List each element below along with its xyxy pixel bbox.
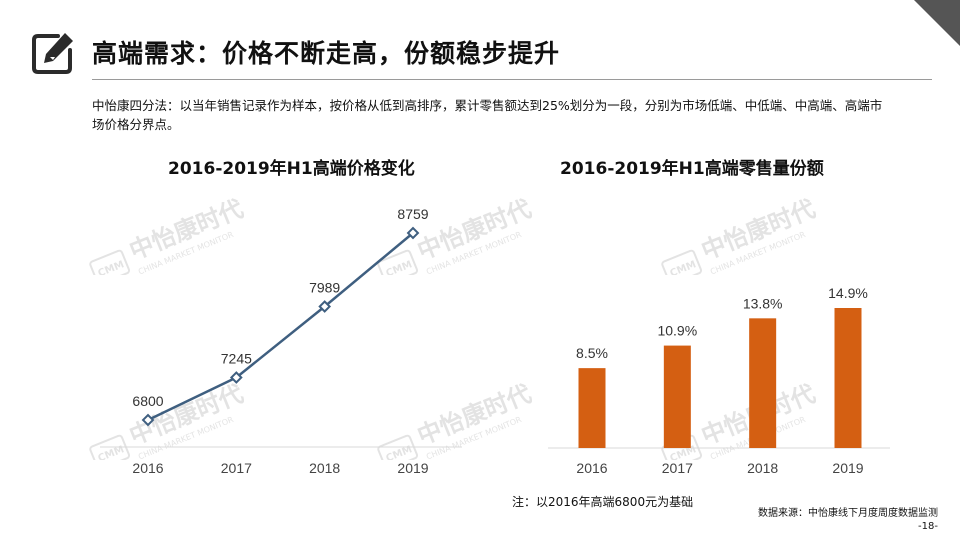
price-chart-title: 2016-2019年H1高端价格变化 [168, 159, 415, 179]
price-point [141, 413, 155, 427]
price-data-label: 7989 [309, 280, 340, 296]
footnote: 注：以2016年高端6800元为基础 [512, 495, 694, 509]
share-data-label: 14.9% [828, 285, 868, 301]
price-data-label: 8759 [397, 206, 428, 222]
price-point [229, 371, 243, 384]
edit-icon [32, 33, 73, 74]
share-bar [749, 318, 777, 448]
x-tick-label: 2017 [662, 460, 693, 476]
share-bar [663, 345, 691, 448]
x-tick-label: 2016 [576, 460, 607, 476]
price-data-label: 6800 [132, 393, 163, 409]
share-bar [578, 368, 606, 448]
price-data-label: 7245 [221, 351, 252, 367]
x-tick-label: 2019 [397, 460, 428, 476]
data-source: 数据来源：中怡康线下月度周度数据监测 [758, 508, 938, 519]
share-data-label: 13.8% [743, 295, 783, 311]
share-bar [834, 308, 862, 448]
x-tick-label: 2019 [832, 460, 863, 476]
page-title: 高端需求：价格不断走高，份额稳步提升 [92, 39, 561, 68]
page-number: -18- [918, 521, 938, 532]
price-point [406, 226, 420, 240]
method-description: 中怡康四分法：以当年销售记录作为样本，按价格从低到高排序，累计零售额达到25%划… [92, 98, 883, 132]
x-tick-label: 2018 [747, 460, 778, 476]
x-tick-label: 2018 [309, 460, 340, 476]
price-series-line [147, 232, 414, 422]
share-chart-title: 2016-2019年H1高端零售量份额 [560, 159, 824, 179]
corner-decoration [914, 0, 960, 46]
x-tick-label: 2017 [221, 460, 252, 476]
title-divider [92, 79, 932, 80]
x-tick-label: 2016 [132, 460, 163, 476]
share-data-label: 10.9% [657, 323, 697, 339]
share-data-label: 8.5% [576, 345, 608, 361]
price-point [318, 300, 332, 313]
